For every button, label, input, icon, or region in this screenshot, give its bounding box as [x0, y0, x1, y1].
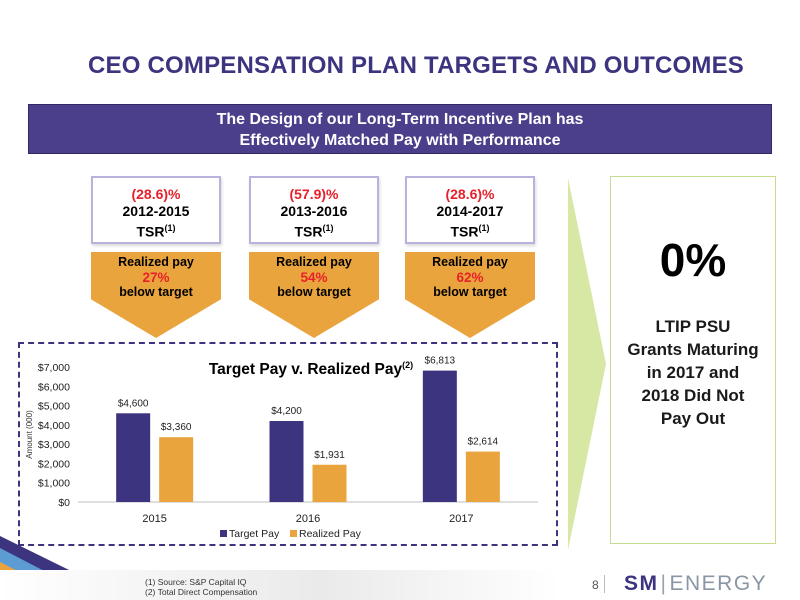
y-tick-label: $5,000: [38, 401, 70, 413]
below-target-label: below target: [277, 285, 351, 299]
legend-label: Target Pay: [229, 528, 280, 540]
tsr-value: (28.6)%: [445, 186, 495, 202]
tsr-box-2013-2016: (57.9)% 2013-2016 TSR(1): [249, 176, 379, 244]
realized-pay-label: Realized pay: [432, 255, 508, 269]
footnotes: (1) Source: S&P Capital IQ (2) Total Dir…: [145, 577, 257, 597]
outcome-line: Pay Out: [660, 409, 726, 428]
y-tick-label: $4,000: [38, 420, 70, 432]
outcome-description: LTIP PSU Grants Maturing in 2017 and 201…: [611, 315, 775, 430]
chevron-arrow-icon: [568, 178, 606, 550]
below-target-label: below target: [433, 285, 507, 299]
bar-realized-pay: [465, 451, 500, 502]
footnote-ref: (1): [164, 223, 176, 233]
headline-banner: The Design of our Long-Term Incentive Pl…: [28, 104, 772, 154]
outcome-line: Grants Maturing: [627, 340, 759, 359]
realized-pay-pct: 54%: [300, 270, 328, 285]
bar-target-pay: [116, 413, 151, 502]
realized-pay-label: Realized pay: [118, 255, 194, 269]
tsr-box-2014-2017: (28.6)% 2014-2017 TSR(1): [405, 176, 535, 244]
y-tick-label: $6,000: [38, 381, 70, 393]
footer-divider: [604, 575, 605, 593]
realized-pay-pct: 27%: [142, 270, 170, 285]
y-tick-label: $1,000: [38, 478, 70, 490]
outcome-line: 2018 Did Not: [641, 386, 745, 405]
bar-realized-pay: [159, 437, 194, 502]
logo-energy: ENERGY: [669, 572, 768, 595]
y-axis-label: Amount (000): [25, 410, 34, 459]
footnote-ref: (1): [322, 223, 334, 233]
y-tick-label: $3,000: [38, 439, 70, 451]
tsr-value: (57.9)%: [289, 186, 339, 202]
data-label: $3,360: [161, 422, 192, 433]
data-label: $6,813: [425, 356, 456, 367]
realized-pay-arrow-2015: Realized pay 27% below target: [91, 252, 221, 338]
banner-line-2: Effectively Matched Pay with Performance: [239, 132, 561, 149]
realized-pay-pct: 62%: [456, 270, 484, 285]
tsr-box-2012-2015: (28.6)% 2012-2015 TSR(1): [91, 176, 221, 244]
tsr-period: 2014-2017: [436, 203, 504, 219]
y-tick-label: $0: [58, 497, 70, 509]
legend-swatch: [220, 530, 227, 537]
x-tick-label: 2015: [142, 513, 166, 525]
realized-pay-label: Realized pay: [276, 255, 352, 269]
tsr-label: TSR: [450, 223, 479, 240]
tsr-label: TSR: [294, 223, 323, 240]
data-label: $1,931: [314, 450, 345, 461]
data-label: $4,200: [271, 406, 302, 417]
x-tick-label: 2016: [296, 513, 320, 525]
chart-title: Target Pay v. Realized Pay(2): [209, 360, 413, 378]
footnote-ref: (1): [478, 223, 490, 233]
data-label: $4,600: [118, 398, 149, 409]
banner-line-1: The Design of our Long-Term Incentive Pl…: [216, 111, 584, 128]
legend-label: Realized Pay: [299, 528, 362, 540]
footer-band: [0, 570, 800, 600]
page-number: 8: [592, 578, 599, 592]
outcome-line: in 2017 and: [646, 363, 740, 382]
outcome-percent: 0%: [659, 234, 727, 286]
tsr-period: 2013-2016: [280, 203, 348, 219]
y-tick-label: $2,000: [38, 458, 70, 470]
legend-swatch: [290, 530, 297, 537]
data-label: $2,614: [468, 437, 499, 448]
tsr-value: (28.6)%: [131, 186, 181, 202]
slide-title: CEO COMPENSATION PLAN TARGETS AND OUTCOM…: [88, 52, 744, 79]
bar-target-pay: [422, 370, 457, 502]
x-tick-label: 2017: [449, 513, 473, 525]
outcome-box: 0% LTIP PSU Grants Maturing in 2017 and …: [610, 176, 776, 544]
realized-pay-arrow-2016: Realized pay 54% below target: [249, 252, 379, 338]
bar-realized-pay: [312, 464, 347, 502]
below-target-label: below target: [119, 285, 193, 299]
realized-pay-arrow-2017: Realized pay 62% below target: [405, 252, 535, 338]
bar-target-pay: [269, 421, 304, 502]
footnote-2: (2) Total Direct Compensation: [145, 587, 258, 597]
outcome-line: LTIP PSU: [655, 317, 731, 336]
chart-frame: Target Pay v. Realized Pay(2) $0 $1,000 $2,…: [18, 342, 558, 546]
logo-separator: |: [660, 572, 668, 595]
logo-sm: SM: [624, 572, 659, 595]
footnote-1: (1) Source: S&P Capital IQ: [145, 577, 247, 587]
bar-chart: Target Pay v. Realized Pay(2) $0 $1,000 $2,…: [25, 356, 538, 540]
company-logo: SM|ENERGY: [624, 572, 767, 596]
tsr-label: TSR: [136, 223, 165, 240]
y-tick-label: $7,000: [38, 362, 70, 374]
tsr-period: 2012-2015: [122, 203, 190, 219]
